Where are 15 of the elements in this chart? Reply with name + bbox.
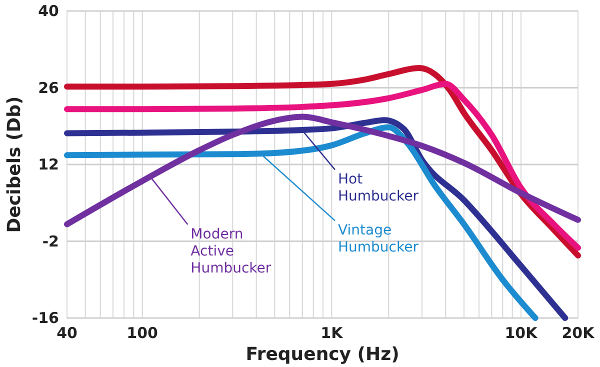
x-tick-label: 20K (562, 324, 596, 342)
x-tick-label: 1K (320, 324, 344, 342)
series-label: Hot Humbucker (338, 172, 419, 205)
x-tick-label: 100 (126, 324, 158, 342)
text: Vintage Humbucker (338, 222, 419, 256)
x-tick-label: 10K (504, 324, 539, 342)
y-tick-label: 26 (38, 78, 59, 97)
x-axis-title: Frequency (Hz) (246, 344, 400, 365)
y-tick-label: 40 (38, 2, 59, 20)
y-tick-label: 12 (38, 156, 59, 174)
y-axis-title: Decibels (Db) (4, 96, 25, 233)
text: Modern Active Humbucker (190, 226, 272, 277)
x-tick-label: 40 (56, 324, 78, 342)
y-tick-label: -16 (32, 309, 59, 327)
y-tick-label: -2 (42, 232, 59, 250)
